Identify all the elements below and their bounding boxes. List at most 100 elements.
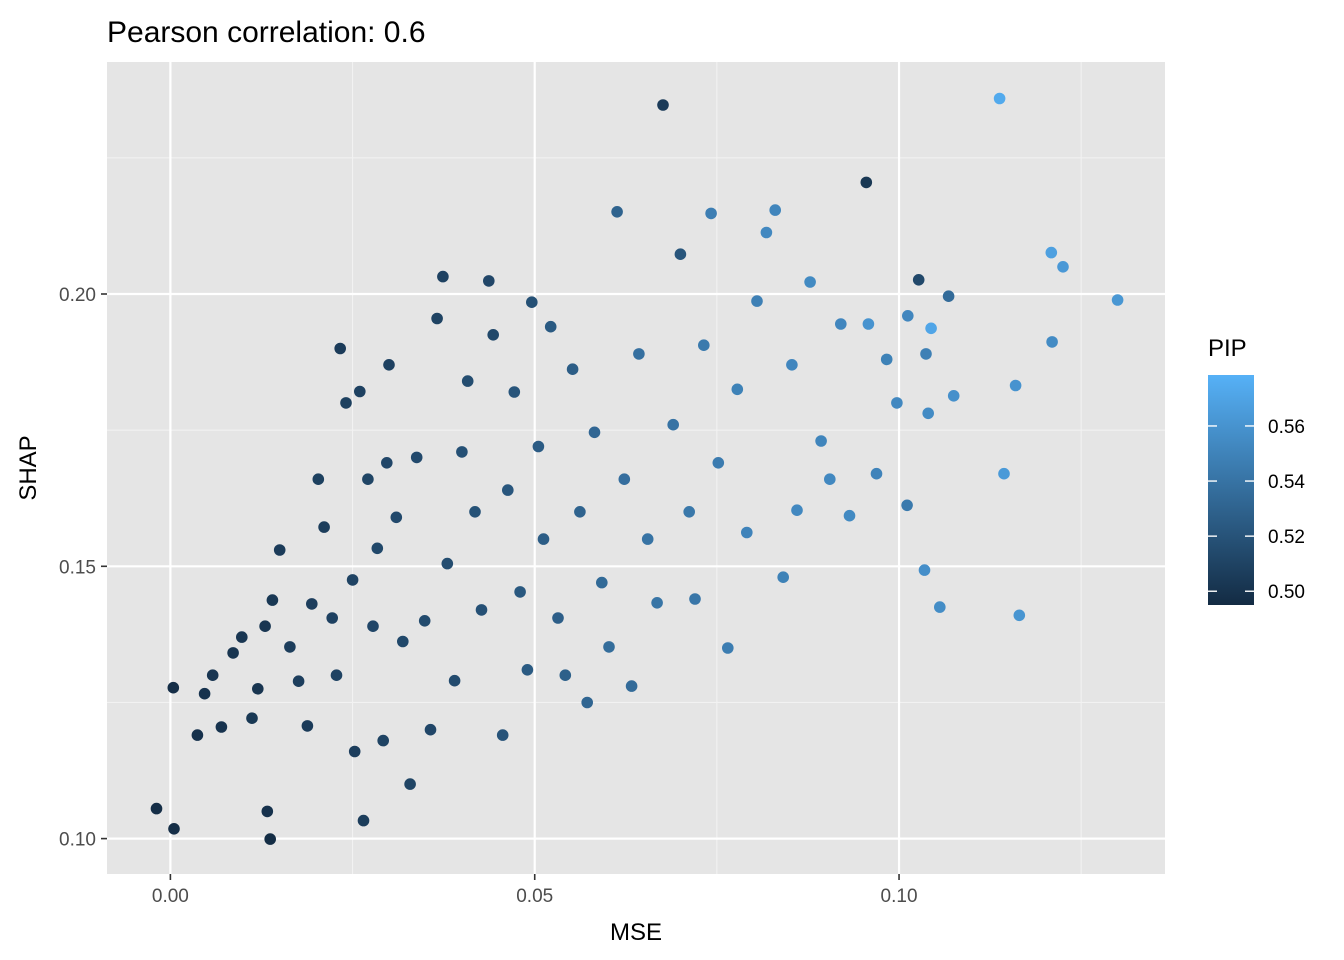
data-point [674,248,687,260]
data-point [777,571,789,583]
data-point [1046,336,1058,348]
data-point [1057,261,1069,273]
data-point [712,457,725,469]
data-point [168,823,180,835]
data-point [544,320,557,333]
data-point [357,814,370,827]
data-point [683,506,695,518]
data-point [273,544,286,556]
data-point [705,207,717,220]
data-point [901,499,913,512]
y-tick-label: 0.10 [59,830,96,851]
data-point [993,92,1006,105]
data-point [880,353,893,366]
data-point [588,426,601,439]
data-point [326,612,339,624]
data-point [731,383,744,396]
data-point [552,612,564,624]
data-point [1045,246,1058,259]
data-point [566,363,579,376]
data-point [920,348,932,360]
data-point [689,593,701,605]
data-point [1013,609,1026,622]
data-point [918,564,931,576]
data-point [596,576,608,589]
data-point [348,745,361,758]
data-point [264,833,277,845]
data-point [804,276,816,288]
data-point [526,296,538,309]
data-point [751,295,763,307]
color-legend: PIP 0.50 0.52 0.54 0.56 [1208,335,1305,605]
legend-tick-label: 0.56 [1268,417,1305,438]
data-point [206,669,219,681]
data-point [902,310,914,322]
data-point [354,385,366,398]
legend-tick-label: 0.54 [1268,472,1305,493]
data-point [431,312,443,325]
legend-colorbar [1208,375,1254,605]
data-point [603,641,615,653]
data-point [514,586,526,598]
chart-title: Pearson correlation: 0.6 [107,16,426,49]
data-point [266,594,279,606]
data-point [340,397,352,409]
legend-tick-label: 0.52 [1268,527,1305,548]
data-point [475,604,488,616]
data-point [532,440,545,453]
data-point [367,620,379,632]
data-point [377,734,390,747]
data-point [461,375,474,387]
x-tick-label: 0.05 [516,886,553,907]
data-point [862,318,875,330]
data-point [246,712,258,724]
data-point [318,521,330,533]
data-point [641,533,654,545]
legend-tick-label: 0.50 [1268,582,1305,603]
data-point [998,467,1010,480]
data-point [227,647,239,659]
data-point [306,598,318,610]
data-point [381,457,393,469]
data-point [698,339,710,352]
data-point [1111,294,1124,306]
data-point [334,342,347,355]
data-point [437,270,449,283]
data-point [934,601,946,613]
data-point [441,557,454,570]
data-points [150,92,1124,845]
data-point [418,615,431,627]
data-point [942,290,955,303]
data-point [150,802,163,815]
data-point [502,484,514,496]
data-point [947,390,960,402]
data-point [261,805,274,818]
data-point [346,574,359,586]
data-point [292,675,305,687]
data-point [625,680,638,692]
data-point [537,533,550,545]
data-point [769,204,781,216]
data-point [741,526,753,539]
data-point [312,473,325,486]
data-point [191,729,204,741]
data-point [236,631,248,643]
data-point [508,386,521,398]
data-point [835,318,847,330]
data-point [581,696,593,709]
data-point [651,597,663,609]
legend-title: PIP [1208,335,1247,362]
data-point [371,542,384,555]
data-point [362,473,374,486]
data-point [559,669,572,681]
data-point [167,681,180,694]
x-tick-label: 0.00 [152,886,189,907]
data-point [469,506,481,518]
plot-panel [107,62,1165,874]
data-point [383,359,395,371]
y-tick-label: 0.15 [59,557,96,578]
y-axis-title: SHAP [15,435,42,500]
data-point [722,642,734,654]
data-point [487,329,500,341]
